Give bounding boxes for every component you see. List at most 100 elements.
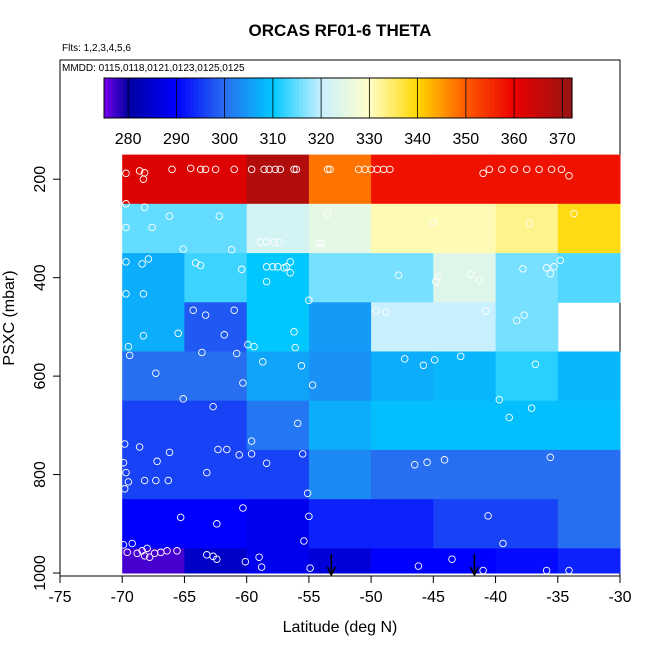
observation-point <box>531 360 540 369</box>
colorbar-segment <box>345 78 351 118</box>
heatmap-cell <box>308 154 372 205</box>
colorbar-segment <box>419 78 425 118</box>
observation-point <box>485 165 494 174</box>
colorbar-segment <box>552 78 557 118</box>
observation-point <box>315 239 323 247</box>
observation-point <box>308 381 317 389</box>
colorbar-segment <box>392 78 398 118</box>
colorbar-segment <box>322 78 327 118</box>
observation-point <box>456 352 465 361</box>
y-tick-label: 200 <box>32 166 49 193</box>
colorbar-segment <box>170 78 175 118</box>
colorbar-segment <box>494 78 499 118</box>
flights-note: Flts: 1,2,3,4,5,6 <box>62 43 131 54</box>
colorbar-segment <box>267 78 273 118</box>
observation-point <box>297 362 306 370</box>
colorbar-segment <box>256 78 261 118</box>
observation-point <box>119 458 128 467</box>
colorbar-segment <box>533 78 538 118</box>
colorbar-tick-label: 370 <box>549 131 576 148</box>
heatmap-cell <box>308 253 372 303</box>
observation-point <box>495 395 504 404</box>
observation-point <box>510 165 518 174</box>
heatmap-cell <box>371 302 434 352</box>
colorbar-segment <box>556 78 561 118</box>
observation-point <box>239 504 247 512</box>
observation-point <box>135 443 144 451</box>
observation-point <box>145 553 154 561</box>
colorbar-segment <box>314 78 320 118</box>
colorbar-segment <box>205 78 210 118</box>
colorbar-segment <box>568 78 573 118</box>
heatmap-cell <box>371 351 434 402</box>
heatmap-cell <box>246 351 310 402</box>
chart-title: ORCAS RF01-6 THETA <box>249 21 432 40</box>
observation-point <box>382 308 390 316</box>
observation-point <box>303 489 312 498</box>
colorbar-segment <box>505 78 511 118</box>
observation-point <box>120 485 129 493</box>
heatmap-cell <box>308 351 372 402</box>
heatmap-cell <box>495 253 559 303</box>
heatmap-cell <box>122 154 185 205</box>
x-tick-label: -60 <box>235 589 258 606</box>
colorbar-segment <box>357 78 362 118</box>
observation-point <box>270 238 278 246</box>
observation-point <box>546 453 555 462</box>
y-tick-label: 1000 <box>32 555 49 591</box>
heatmap-cell <box>371 253 434 303</box>
observation-point <box>133 549 141 558</box>
observation-point <box>286 268 294 277</box>
colorbar-segment <box>377 78 382 118</box>
colorbar-segment <box>338 78 343 118</box>
observation-point <box>498 165 506 174</box>
colorbar-segment <box>302 78 308 118</box>
colorbar-segment <box>260 78 265 118</box>
x-axis-label: Latitude (deg N) <box>283 619 398 636</box>
observation-point <box>232 349 241 358</box>
colorbar-segment <box>111 78 117 118</box>
colorbar-segment <box>404 78 409 118</box>
colorbar-segment <box>236 78 242 118</box>
colorbar-segment <box>517 78 522 118</box>
observation-point <box>410 460 419 469</box>
observation-point <box>122 258 130 266</box>
observation-point <box>211 165 220 174</box>
observation-point <box>317 239 326 247</box>
observation-point <box>198 348 206 357</box>
colorbar-segment <box>119 78 125 118</box>
observation-point <box>176 513 185 522</box>
heatmap-cell <box>433 400 496 451</box>
heatmap-cell <box>433 302 496 352</box>
colorbar-segment <box>341 78 347 118</box>
heatmap-cell <box>557 449 621 500</box>
colorbar-segment <box>490 78 495 118</box>
colorbar-segment <box>529 78 534 118</box>
observation-point <box>479 169 487 178</box>
observation-point <box>542 264 551 272</box>
observation-point <box>542 566 551 575</box>
observation-point <box>298 450 307 458</box>
observation-point <box>527 404 536 412</box>
colorbar-segment <box>525 78 530 118</box>
colorbar-segment <box>263 78 269 118</box>
observation-point <box>220 331 229 339</box>
colorbar-tick-label: 320 <box>308 131 335 148</box>
observation-point <box>122 169 130 178</box>
colorbar-ticks: 280 290 300 310 320 330 340 350 360 370 <box>115 78 576 148</box>
y-tick-label: 800 <box>32 461 49 488</box>
observation-point <box>520 311 528 319</box>
observation-point <box>247 450 256 458</box>
colorbar-segment <box>326 78 331 118</box>
colorbar-segment <box>240 78 245 118</box>
observation-point <box>165 212 174 220</box>
heatmap-cell <box>371 548 434 574</box>
observation-point <box>505 413 513 422</box>
observation-point <box>429 218 438 227</box>
heatmap-cell <box>122 548 185 574</box>
heatmap-cell <box>557 499 621 549</box>
observation-point <box>430 356 439 364</box>
observation-point <box>189 306 197 314</box>
heatmap-cell <box>184 499 248 549</box>
heatmap-cell <box>246 499 310 549</box>
